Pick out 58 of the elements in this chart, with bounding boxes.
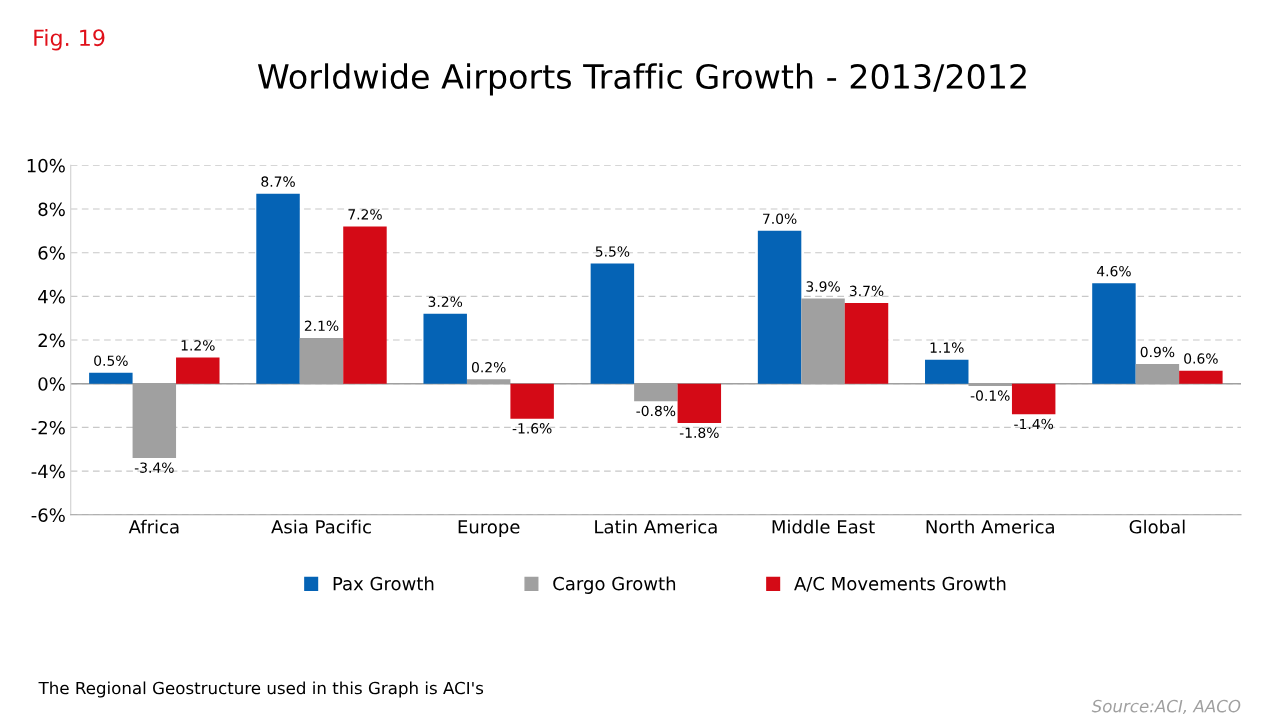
bar [256,193,300,384]
data-label: -1.6% [512,423,552,434]
y-tick-label: -6% [31,508,65,522]
bar [925,359,969,384]
data-label: 5.5% [595,246,630,257]
bar [590,263,635,384]
data-label: 1.2% [181,340,215,351]
bar [1011,383,1056,415]
data-label: -0.1% [970,390,1010,401]
y-tick-label: 8% [38,202,65,217]
data-label: 7.2% [348,209,382,220]
x-tick-label: Latin America [595,519,717,534]
data-label: -0.8% [636,405,676,417]
chart-title: Worldwide Airports Traffic Growth - 2013/2012 [257,63,1026,96]
bar [1092,283,1136,384]
bar [89,372,133,384]
data-label: -1.4% [1014,418,1054,430]
data-label: 0.5% [94,355,128,366]
data-label: -1.8% [679,427,719,438]
data-label: 3.9% [806,281,840,292]
source-note: Source:ACI, AACO [1091,699,1241,715]
y-tick-label: 4% [38,289,65,304]
x-tick-label: Middle East [772,519,875,534]
bar [1179,370,1223,384]
data-label: 2.1% [304,320,339,332]
y-tick-label: 10% [27,158,65,173]
data-label: 0.9% [1140,346,1175,358]
x-tick-label: Europe [458,520,520,538]
data-label: 0.2% [471,362,506,373]
y-tick-label: 6% [38,246,65,260]
x-tick-label: North America [926,519,1054,534]
bar [757,230,802,384]
bar [343,226,387,384]
data-label: 3.7% [849,285,884,297]
x-tick-label: Global [1129,519,1185,534]
y-tick-label: 0% [38,377,65,391]
y-tick-label: -4% [31,464,65,479]
caption: Fig. 19 [34,28,105,51]
legend-label: Cargo Growth [553,576,676,594]
y-tick-label: -2% [31,420,65,435]
y-tick-label: 2% [38,333,65,348]
x-tick-label: Africa [128,519,179,534]
bar [844,302,889,384]
data-label: 8.7% [261,176,295,187]
bar [423,313,467,384]
bar [677,383,722,424]
data-label: 1.1% [930,342,964,353]
text: The Regional Geostructure used in this Graph is ACI's [38,681,484,698]
legend-label: A/C Movements Growth [794,576,1006,592]
bar [510,383,554,419]
legend-label: Pax Growth [333,576,434,591]
x-tick-label: Asia Pacific [271,519,371,534]
data-label: 0.6% [1184,353,1218,364]
data-label: -3.4% [134,462,174,473]
data-label: 3.2% [428,296,463,307]
data-label: 4.6% [1096,265,1131,277]
bar [176,357,220,384]
data-label: 7.0% [763,213,797,224]
